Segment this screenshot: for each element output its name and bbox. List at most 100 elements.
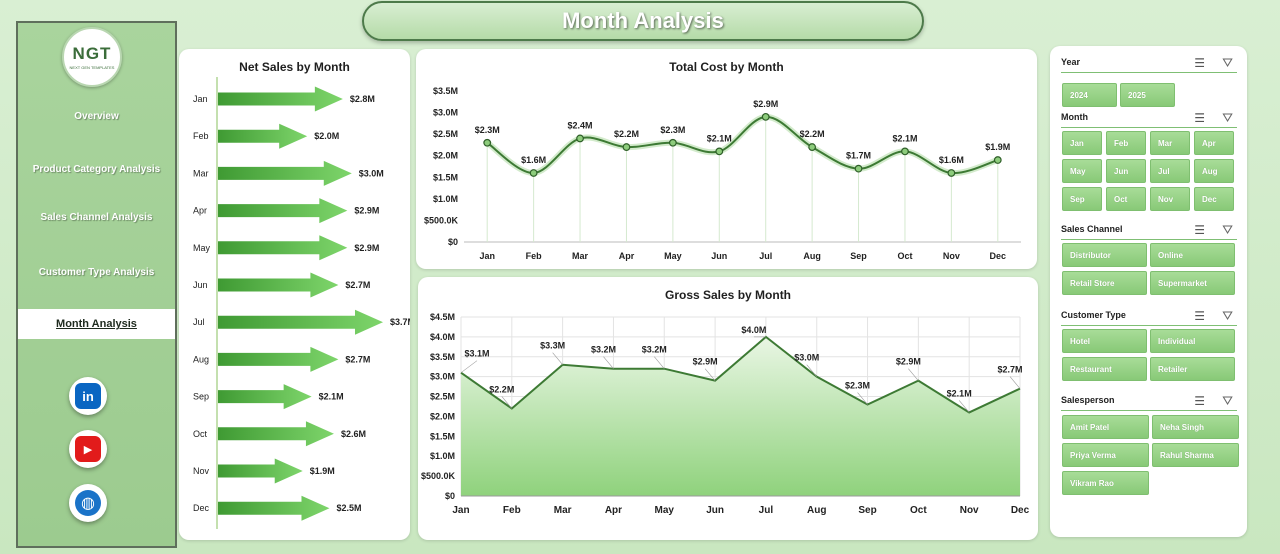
logo-text: NGT [72, 44, 112, 63]
net-sales-data-label: $2.9M [354, 206, 379, 216]
gross-sales-leader-line [552, 352, 563, 365]
clear-filter-icon[interactable]: ⛛ [1222, 110, 1233, 125]
gross-sales-y-tick: $3.5M [430, 352, 455, 362]
total-cost-data-label: $2.1M [892, 133, 917, 143]
gross-sales-leader-line [603, 356, 614, 369]
nav-overview[interactable]: Overview [74, 110, 119, 122]
gross-sales-leader-line [654, 356, 665, 369]
net-sales-data-label: $3.0M [359, 168, 384, 178]
sales-channel-option-supermarket[interactable]: Supermarket [1150, 271, 1235, 295]
net-sales-data-label: $2.5M [336, 503, 361, 513]
total-cost-x-tick: Aug [803, 251, 821, 261]
gross-sales-data-label: $2.9M [693, 357, 718, 367]
total-cost-data-label: $1.6M [521, 155, 546, 165]
sales-channel-slicer-label: Sales Channel [1061, 224, 1123, 234]
linkedin-button[interactable]: in [69, 377, 107, 415]
salesperson-option-rahul-sharma[interactable]: Rahul Sharma [1152, 443, 1239, 467]
month-option-may[interactable]: May [1062, 159, 1102, 183]
month-option-nov[interactable]: Nov [1150, 187, 1190, 211]
customer-type-option-retailer[interactable]: Retailer [1150, 357, 1235, 381]
gross-sales-x-tick: Mar [554, 505, 572, 516]
gross-sales-x-tick: Aug [807, 505, 826, 516]
month-option-aug[interactable]: Aug [1194, 159, 1234, 183]
month-option-dec[interactable]: Dec [1194, 187, 1234, 211]
total-cost-x-tick: Oct [897, 251, 912, 261]
month-option-jun[interactable]: Jun [1106, 159, 1146, 183]
month-option-oct[interactable]: Oct [1106, 187, 1146, 211]
multi-select-icon[interactable]: ☰ [1194, 56, 1205, 70]
salesperson-option-neha-singh[interactable]: Neha Singh [1152, 415, 1239, 439]
total-cost-x-tick: Sep [850, 251, 867, 261]
month-option-jan[interactable]: Jan [1062, 131, 1102, 155]
nav-customer-type-analysis[interactable]: Customer Type Analysis [38, 266, 155, 278]
customer-type-option-individual[interactable]: Individual [1150, 329, 1235, 353]
gross-sales-x-tick: Jan [452, 505, 469, 516]
gross-sales-area [461, 336, 1020, 496]
total-cost-point [715, 147, 724, 156]
multi-select-icon[interactable]: ☰ [1194, 223, 1205, 237]
total-cost-point [993, 156, 1002, 164]
logo-subtext: NEXT GEN TEMPLATES [69, 65, 115, 70]
total-cost-y-tick: $2.0M [433, 151, 458, 161]
salesperson-option-vikram-rao[interactable]: Vikram Rao [1062, 471, 1149, 495]
total-cost-x-tick: Jun [711, 251, 727, 261]
year-option-2025[interactable]: 2025 [1120, 83, 1175, 107]
net-sales-chart: Jan $2.8M Feb $2.0M Mar $3.0M Apr $2.9M May $2.9M… [193, 77, 410, 529]
total-cost-data-label: $2.2M [614, 129, 639, 139]
gross-sales-x-tick: Jul [759, 505, 774, 516]
total-cost-x-tick: Feb [526, 251, 543, 261]
clear-filter-icon[interactable]: ⛛ [1222, 393, 1233, 408]
gross-sales-leader-line [806, 364, 817, 377]
month-option-mar[interactable]: Mar [1150, 131, 1190, 155]
total-cost-line [486, 115, 999, 174]
sales-channel-slicer-header: Sales Channel ☰ ⛛ [1061, 220, 1237, 240]
net-sales-data-label: $2.0M [314, 131, 339, 141]
net-sales-bar [218, 346, 339, 372]
total-cost-data-label: $2.2M [800, 129, 825, 139]
clear-filter-icon[interactable]: ⛛ [1222, 55, 1233, 70]
clear-filter-icon[interactable]: ⛛ [1222, 222, 1233, 237]
salesperson-option-amit-patel[interactable]: Amit Patel [1062, 415, 1149, 439]
month-option-sep[interactable]: Sep [1062, 187, 1102, 211]
net-sales-tick-label: Feb [193, 131, 209, 141]
total-cost-x-tick: Dec [990, 251, 1007, 261]
month-option-feb[interactable]: Feb [1106, 131, 1146, 155]
net-sales-data-label: $2.9M [354, 243, 379, 253]
gross-sales-data-label: $2.9M [896, 357, 921, 367]
month-option-jul[interactable]: Jul [1150, 159, 1190, 183]
total-cost-x-tick: Apr [619, 251, 635, 261]
page-title: Month Analysis [562, 8, 724, 33]
multi-select-icon[interactable]: ☰ [1194, 309, 1205, 323]
clear-filter-icon[interactable]: ⛛ [1222, 308, 1233, 323]
month-slicer-header: Month ☰ ⛛ [1061, 108, 1237, 128]
multi-select-icon[interactable]: ☰ [1194, 111, 1205, 125]
gross-sales-leader-line [460, 360, 478, 373]
total-cost-x-tick: Jul [759, 251, 772, 261]
customer-type-option-restaurant[interactable]: Restaurant [1062, 357, 1147, 381]
net-sales-bar [218, 309, 383, 335]
customer-type-option-hotel[interactable]: Hotel [1062, 329, 1147, 353]
nav-sales-channel-analysis[interactable]: Sales Channel Analysis [40, 211, 153, 223]
net-sales-tick-label: Oct [193, 429, 208, 439]
logo: NGT NEXT GEN TEMPLATES [62, 27, 122, 87]
sales-channel-option-online[interactable]: Online [1150, 243, 1235, 267]
website-button[interactable]: ◍ [69, 484, 107, 522]
sales-channel-option-distributor[interactable]: Distributor [1062, 243, 1147, 267]
nav-month-analysis[interactable]: Month Analysis [18, 309, 175, 339]
gross-sales-leader-line [958, 400, 970, 413]
gross-sales-x-tick: Dec [1011, 505, 1030, 516]
salesperson-option-priya-verma[interactable]: Priya Verma [1062, 443, 1149, 467]
total-cost-point [947, 169, 956, 177]
sales-channel-option-retail-store[interactable]: Retail Store [1062, 271, 1147, 295]
multi-select-icon[interactable]: ☰ [1194, 394, 1205, 408]
total-cost-line-glow [484, 113, 1001, 176]
year-option-2024[interactable]: 2024 [1062, 83, 1117, 107]
nav-product-category-analysis[interactable]: Product Category Analysis [32, 163, 161, 175]
net-sales-bar [218, 123, 308, 149]
gross-sales-y-tick: $0 [445, 491, 455, 501]
year-slicer-label: Year [1061, 57, 1081, 67]
salesperson-slicer-header: Salesperson ☰ ⛛ [1061, 391, 1237, 411]
total-cost-y-tick: $500.0K [424, 215, 459, 225]
month-option-apr[interactable]: Apr [1194, 131, 1234, 155]
youtube-button[interactable]: ▶ [69, 430, 107, 468]
